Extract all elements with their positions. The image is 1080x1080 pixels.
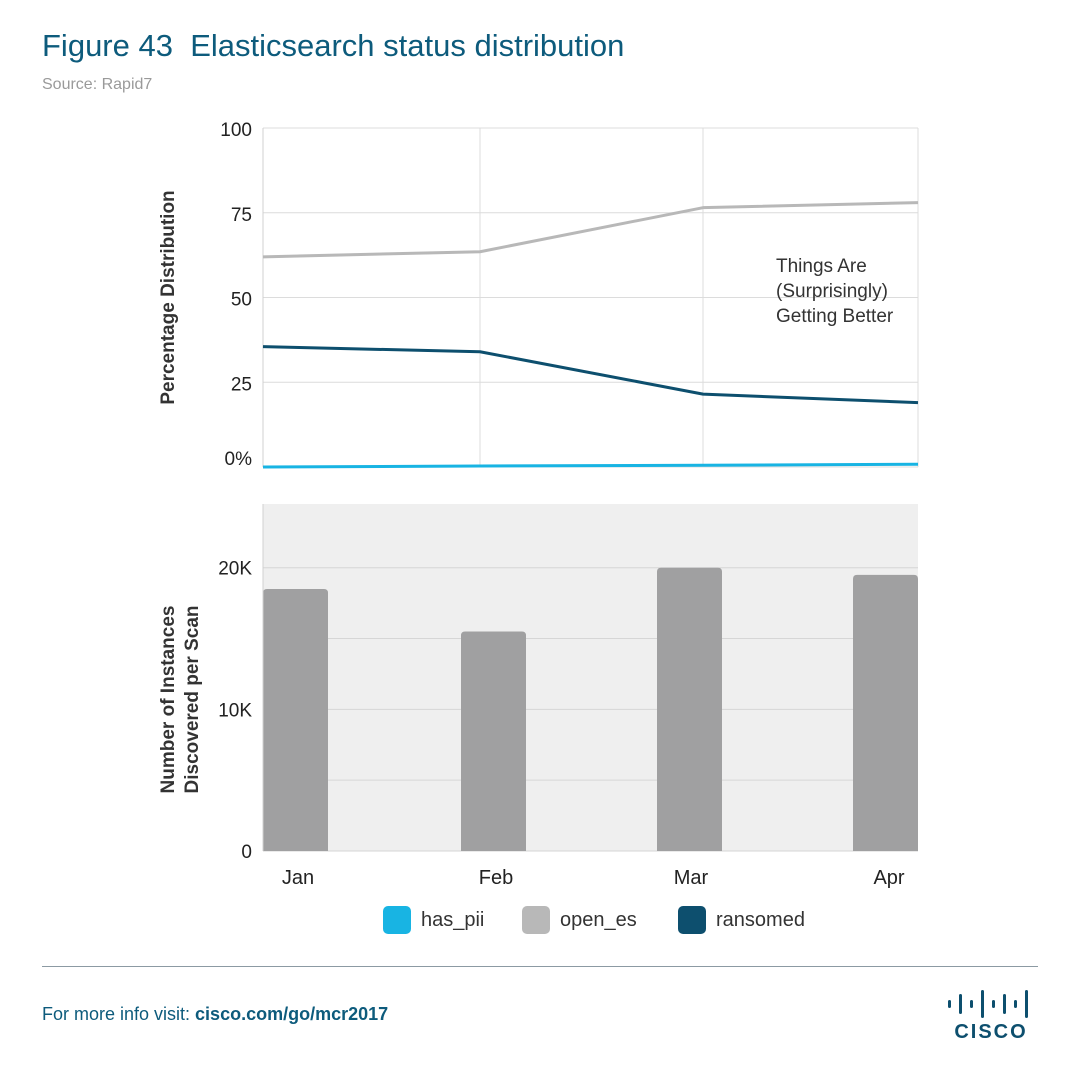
footer-prefix: For more info visit:	[42, 1004, 196, 1024]
bar-Feb	[461, 631, 526, 851]
cisco-logo-bars	[948, 990, 1028, 1018]
line-ytick-4: 100	[220, 120, 252, 141]
line-ylabel: Percentage Distribution	[158, 190, 179, 404]
bar-Apr	[853, 574, 918, 851]
annotation-line-2: Getting Better	[776, 306, 894, 327]
legend-label-ransomed: ransomed	[716, 909, 805, 931]
xtick-Mar: Mar	[674, 867, 709, 889]
annotation-line-1: (Surprisingly)	[776, 281, 888, 302]
xtick-Jan: Jan	[282, 867, 314, 889]
bar-Mar	[657, 567, 722, 851]
series-line-ransomed	[262, 345, 919, 405]
figure-source: Source: Rapid7	[42, 76, 153, 93]
series-line-open_es	[262, 201, 919, 259]
figure-title: Figure 43 Elasticsearch status distribut…	[42, 28, 625, 63]
line-ytick-1: 25	[231, 374, 252, 395]
cisco-logo: CISCO	[948, 990, 1028, 1040]
legend-swatch-ransomed	[678, 906, 706, 934]
line-ytick-3: 75	[231, 205, 252, 226]
xtick-Apr: Apr	[873, 867, 904, 889]
legend-label-has_pii: has_pii	[421, 909, 484, 931]
footer-info: For more info visit: cisco.com/go/mcr201…	[42, 1004, 388, 1025]
bar-Jan	[263, 588, 328, 851]
annotation-line-0: Things Are	[776, 256, 867, 277]
bar-plot-area	[263, 504, 918, 851]
line-ytick-0: 0%	[225, 449, 253, 470]
xtick-Feb: Feb	[479, 867, 513, 889]
legend-swatch-has_pii	[383, 906, 411, 934]
bar-ytick-1: 10K	[218, 700, 252, 721]
footer-divider	[42, 966, 1038, 967]
cisco-logo-text: CISCO	[954, 1021, 1027, 1040]
series-line-has_pii	[262, 462, 919, 469]
bar-ytick-2: 20K	[218, 559, 252, 580]
line-ytick-2: 50	[231, 290, 252, 311]
bar-ylabel-1: Discovered per Scan	[182, 606, 203, 794]
chart-canvas: 0% 25 50 75 100 Percentage Distribution Things…	[158, 120, 919, 934]
legend-swatch-open_es	[522, 906, 550, 934]
bar-ytick-0: 0	[241, 842, 252, 863]
legend-label-open_es: open_es	[560, 909, 637, 931]
bar-ylabel-0: Number of Instances	[158, 606, 179, 794]
footer-link[interactable]: cisco.com/go/mcr2017	[195, 1004, 389, 1024]
